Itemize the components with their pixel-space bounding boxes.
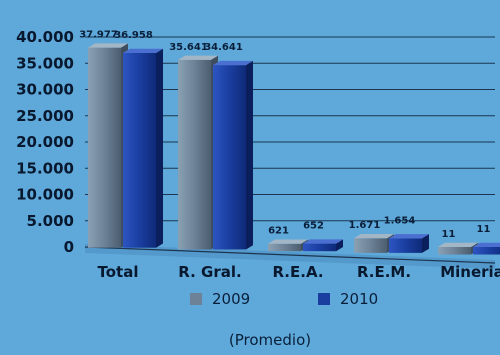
legend-swatch <box>318 293 330 305</box>
bar-2009-total <box>88 47 121 248</box>
data-label: 37.977 <box>79 30 118 41</box>
bar-top <box>268 239 308 244</box>
data-label: 621 <box>268 226 289 237</box>
x-category-label: Mineria <box>440 263 500 281</box>
y-tick-label: 25.000 <box>16 107 74 125</box>
data-label: 34.641 <box>204 42 243 53</box>
bar-top <box>389 234 429 239</box>
bar-top <box>178 55 218 60</box>
y-tick-label: 10.000 <box>16 186 74 204</box>
bar-top <box>473 242 500 247</box>
bar-side <box>336 239 343 252</box>
data-label: 11 <box>477 224 491 235</box>
bar-top <box>213 60 253 66</box>
x-category-label: R.E.M. <box>357 263 411 281</box>
bar-2009-r-gral- <box>178 59 211 250</box>
baseline <box>84 246 496 264</box>
data-label: 652 <box>303 221 324 232</box>
y-tick-label: 40.000 <box>16 28 74 46</box>
bar-top <box>88 43 128 48</box>
bar-2010-total <box>123 52 156 248</box>
x-category-label: Total <box>98 263 139 281</box>
legend-label: 2009 <box>212 290 250 308</box>
y-tick-label: 15.000 <box>16 159 74 177</box>
bar-side <box>246 60 253 250</box>
x-category-label: R. Gral. <box>178 263 241 281</box>
data-label: 1.671 <box>349 220 381 231</box>
legend-label: 2010 <box>340 290 378 308</box>
data-label: 36.958 <box>114 30 153 41</box>
x-category-label: R.E.A. <box>272 263 323 281</box>
bar-2010-r-e-a- <box>303 243 336 252</box>
data-label: 1.654 <box>384 215 416 226</box>
floor-plane <box>85 244 495 269</box>
bar-top <box>123 48 163 53</box>
y-tick-label: 20.000 <box>16 133 74 151</box>
note-text: (Promedio) <box>229 331 311 349</box>
bar-top <box>438 242 478 247</box>
bar-2010-r-e-m- <box>389 238 422 253</box>
y-tick-label: 35.000 <box>16 54 74 72</box>
y-tick-label: 5.000 <box>27 212 74 230</box>
bar-2010-mineria <box>473 246 500 255</box>
data-label: 35.641 <box>169 42 208 53</box>
bar-2009-r-e-m- <box>354 238 387 253</box>
bar-2009-mineria <box>438 246 471 255</box>
bar-side <box>422 234 429 253</box>
bar-side <box>156 48 163 248</box>
bar-2010-r-gral- <box>213 65 246 250</box>
data-label: 11 <box>442 229 456 240</box>
bar-2009-r-e-a- <box>268 243 301 252</box>
bar-top <box>354 234 394 239</box>
legend-swatch <box>190 293 202 305</box>
bar-top <box>303 239 343 244</box>
y-tick-label: 0 <box>64 238 74 256</box>
y-tick-label: 30.000 <box>16 81 74 99</box>
